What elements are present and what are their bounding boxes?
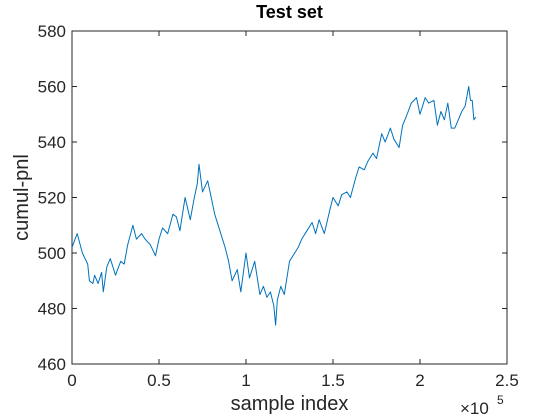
x-tick-label: 2.5: [495, 371, 519, 390]
x-tick-label: 0.5: [147, 371, 171, 390]
chart-title: Test set: [256, 2, 323, 22]
x-axis: 0 0.5 1 1.5 2 2.5: [67, 31, 519, 390]
y-axis: 460 480 500 520 540 560 580: [38, 22, 507, 374]
x-axis-label: sample index: [231, 393, 349, 415]
y-axis-label: cumul-pnl: [11, 154, 33, 241]
series-line-cumul-pnl: [71, 86, 477, 326]
y-tick-label: 500: [38, 244, 66, 263]
x-tick-label: 0: [67, 371, 76, 390]
y-tick-label: 560: [38, 78, 66, 97]
y-tick-label: 480: [38, 300, 66, 319]
y-tick-label: 460: [38, 355, 66, 374]
y-tick-label: 540: [38, 133, 66, 152]
y-tick-label: 580: [38, 22, 66, 41]
x-axis-exponent: ×10 5: [460, 393, 504, 418]
x-exponent-base: ×10: [460, 399, 489, 418]
plot-area: [71, 30, 508, 365]
x-tick-label: 1.5: [321, 371, 345, 390]
x-tick-label: 1: [241, 371, 250, 390]
y-tick-label: 520: [38, 189, 66, 208]
x-exponent-power: 5: [497, 393, 504, 407]
plot-frame: [71, 30, 508, 365]
x-tick-label: 2: [415, 371, 424, 390]
